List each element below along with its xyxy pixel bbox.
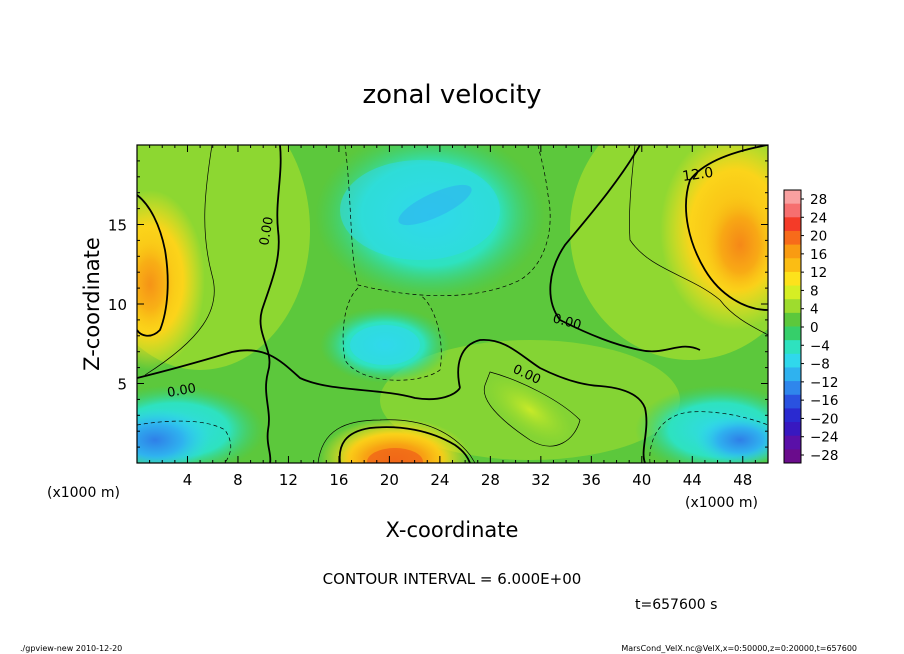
colorbar-label: −28 bbox=[810, 448, 839, 464]
colorbar-segment bbox=[784, 422, 801, 437]
colorbar-segment bbox=[784, 217, 801, 232]
footer-right: MarsCond_VelX.nc@VelX,x=0:50000,z=0:2000… bbox=[621, 644, 857, 653]
colorbar-segment bbox=[784, 381, 801, 396]
x-tick-label: 8 bbox=[233, 471, 243, 489]
chart-title: zonal velocity bbox=[362, 80, 541, 110]
x-axis-label: X-coordinate bbox=[386, 518, 519, 542]
colorbar-label: −4 bbox=[810, 338, 830, 354]
colorbar-label: 0 bbox=[810, 320, 819, 336]
colorbar-segment bbox=[784, 271, 801, 287]
colorbar-label: 12 bbox=[810, 265, 827, 281]
colorbar-segment bbox=[784, 449, 801, 464]
colorbar-label: 8 bbox=[810, 283, 819, 299]
x-tick-label: 24 bbox=[430, 471, 449, 489]
colorbar-segment bbox=[784, 230, 801, 246]
footer-left: ./gpview-new 2010-12-20 bbox=[20, 644, 122, 653]
colorbar-labels: 28 24 20 16 12 8 4 0 −4 −8 −12 −16 −20 −24 −28 bbox=[801, 192, 839, 464]
x-axis: 4 8 12 16 20 24 28 32 36 40 44 48 bbox=[136, 145, 769, 489]
colorbar-segment bbox=[784, 244, 801, 259]
y-axis: 5 10 15 bbox=[108, 160, 768, 464]
colorbar-label: −20 bbox=[810, 411, 839, 427]
colorbar-label: −16 bbox=[810, 393, 839, 409]
x-tick-label: 28 bbox=[481, 471, 500, 489]
colorbar-segment bbox=[784, 394, 801, 409]
colorbar-segment bbox=[784, 435, 801, 450]
colorbar-segment bbox=[784, 312, 801, 327]
x-tick-label: 20 bbox=[380, 471, 399, 489]
colorbar-label: 16 bbox=[810, 247, 827, 263]
contour-label: 0.00 bbox=[166, 381, 197, 401]
colorbar-label: 20 bbox=[810, 229, 827, 245]
colorbar-segment bbox=[784, 190, 801, 205]
x-tick-label: 44 bbox=[683, 471, 702, 489]
colorbar bbox=[783, 189, 802, 464]
colorbar-segment bbox=[784, 408, 801, 423]
x-tick-label: 40 bbox=[632, 471, 651, 489]
contour-labels: 12.0 0.00 0.00 0.00 0.00 bbox=[166, 165, 714, 401]
plot-field bbox=[137, 145, 768, 463]
contour-label: 0.00 bbox=[257, 216, 277, 247]
x-tick-label: 48 bbox=[733, 471, 752, 489]
colorbar-label: 4 bbox=[810, 302, 819, 318]
contour-label: 12.0 bbox=[681, 165, 714, 185]
x-tick-label: 16 bbox=[329, 471, 348, 489]
y-tick-label: 5 bbox=[117, 376, 127, 394]
colorbar-segment bbox=[784, 353, 801, 368]
contour-label: 0.00 bbox=[551, 311, 583, 333]
colorbar-label: −24 bbox=[810, 430, 839, 446]
colorbar-label: 24 bbox=[810, 210, 827, 226]
y-tick-label: 15 bbox=[108, 217, 127, 235]
colorbar-label: 28 bbox=[810, 192, 827, 208]
colorbar-segment bbox=[784, 340, 801, 355]
x-tick-label: 36 bbox=[582, 471, 601, 489]
colorbar-label: −12 bbox=[810, 375, 839, 391]
colorbar-segment bbox=[784, 367, 801, 382]
colorbar-segment bbox=[784, 285, 801, 300]
colorbar-segment bbox=[784, 203, 801, 218]
colorbar-segment bbox=[784, 326, 801, 341]
colorbar-segment bbox=[784, 299, 801, 314]
x-unit-right: (x1000 m) bbox=[685, 495, 758, 511]
y-tick-label: 10 bbox=[108, 296, 127, 314]
x-tick-label: 12 bbox=[279, 471, 298, 489]
colorbar-segment bbox=[784, 258, 801, 273]
colorbar-label: −8 bbox=[810, 357, 830, 373]
contour-interval: CONTOUR INTERVAL = 6.000E+00 bbox=[323, 570, 582, 588]
time-stamp: t=657600 s bbox=[635, 597, 717, 613]
x-tick-label: 4 bbox=[183, 471, 193, 489]
x-tick-label: 32 bbox=[531, 471, 550, 489]
x-unit-left: (x1000 m) bbox=[47, 485, 120, 501]
y-axis-label: Z-coordinate bbox=[80, 237, 104, 371]
